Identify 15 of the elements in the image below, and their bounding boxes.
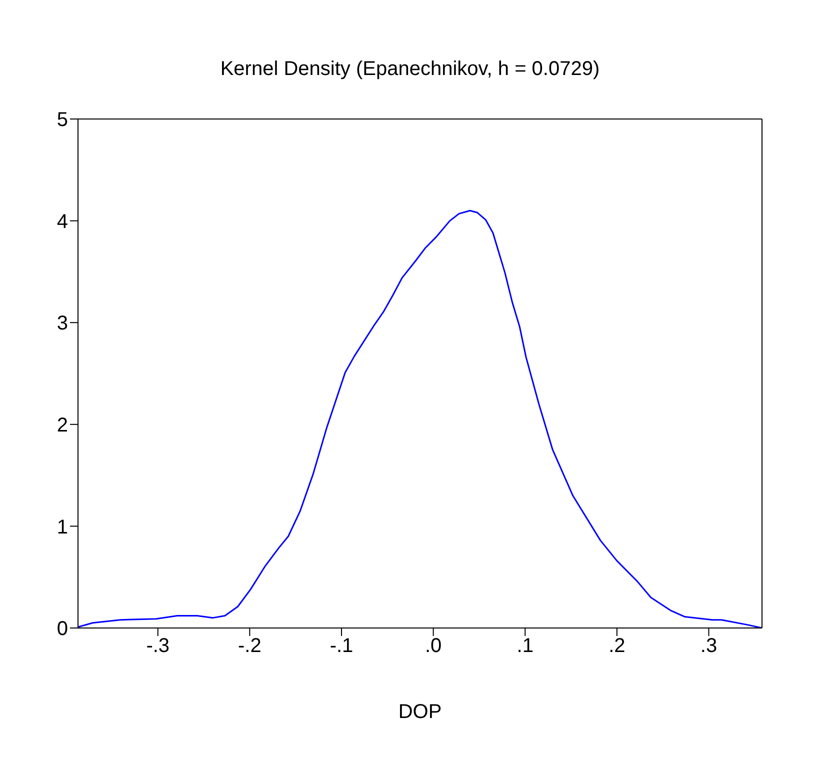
- x-axis-title: DOP: [398, 701, 442, 723]
- x-tick-label: -.2: [238, 635, 262, 658]
- x-tick-label: -.3: [146, 635, 170, 658]
- x-tick-label: .0: [424, 635, 442, 658]
- x-tick-label: .2: [608, 635, 626, 658]
- y-tick-label: 3: [56, 312, 68, 335]
- y-tick-label: 4: [56, 210, 68, 233]
- y-tick-label: 1: [56, 516, 68, 538]
- y-tick-label: 0: [56, 618, 68, 640]
- chart-title: Kernel Density (Epanechnikov, h = 0.0729): [219, 58, 601, 81]
- x-tick-label: .3: [700, 635, 718, 658]
- y-tick-label: 5: [56, 109, 68, 132]
- y-tick-label: 2: [56, 414, 68, 436]
- x-tick-label: .1: [516, 635, 534, 658]
- x-tick-label: -.1: [330, 635, 354, 658]
